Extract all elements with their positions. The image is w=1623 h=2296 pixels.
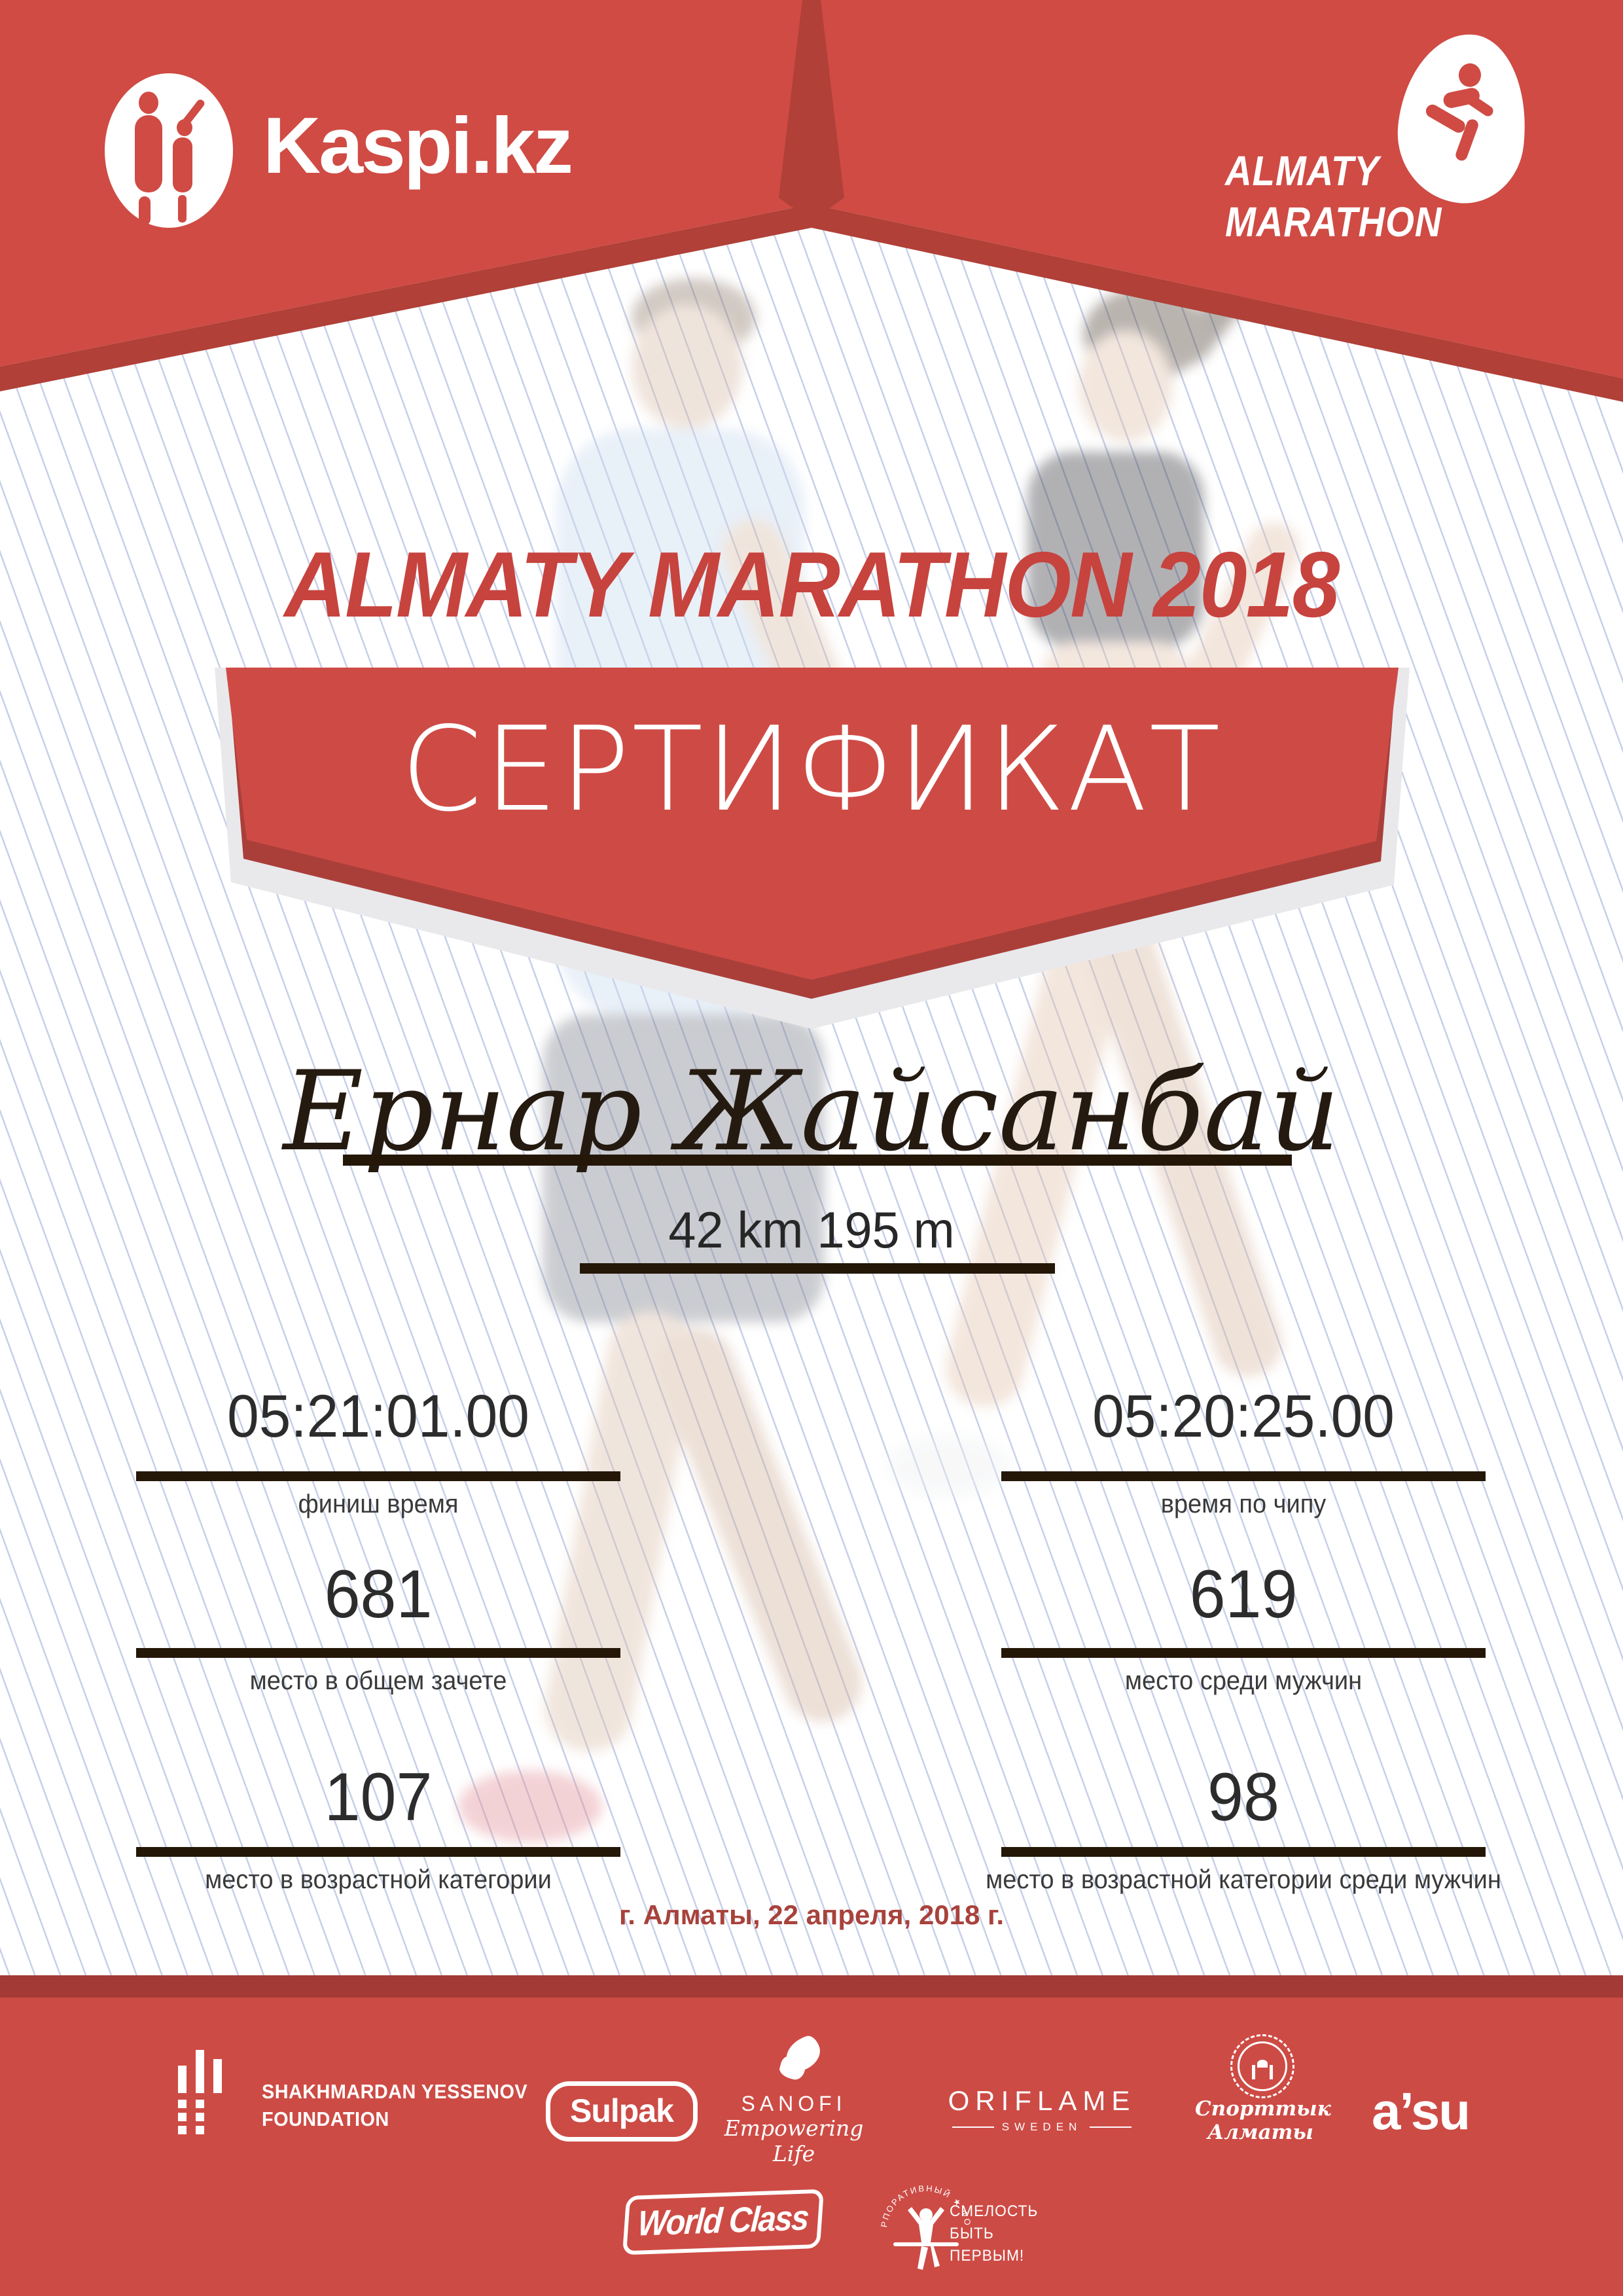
runner-icon-head [1457, 62, 1482, 88]
fund-slogan-line1: СМЕЛОСТЬ [950, 2202, 1039, 2220]
corporate-fund-logo: КОРПОРАТИВНЫЙ ★ ФОНД СМЕЛОСТЬ БЫТЬ ПЕРВЫ… [863, 2166, 1039, 2286]
stat-underline [136, 1847, 620, 1857]
name-underline [343, 1155, 1292, 1166]
distance: 42 km 195 m [668, 1201, 955, 1259]
sport-almaty-emblem-icon [1230, 2034, 1294, 2098]
sulpak-logo-text: Sulpak [570, 2092, 674, 2129]
distance-underline [580, 1263, 1055, 1274]
fund-finish-tape [893, 2242, 959, 2246]
participant-name: Ернар Жайсанбай [283, 1047, 1340, 1175]
almaty-logo-line2: MARATHON [1225, 198, 1442, 245]
fund-runner-head [919, 2208, 933, 2221]
ribbon-front [226, 668, 1399, 980]
world-class-logo: World Class [622, 2189, 825, 2255]
certificate-label: СЕРТИФИКАТ [401, 702, 1222, 837]
oriflame-logo-text: ORIFLAME [948, 2085, 1136, 2116]
certificate-ribbon [215, 668, 1410, 1029]
stat-value: 05:21:01.00 [227, 1383, 529, 1450]
stat-label: место в возрастной категории среди мужчи… [986, 1865, 1501, 1894]
stat-value: 98 [1207, 1759, 1279, 1835]
event-title: ALMATY MARATHON 2018 [284, 533, 1340, 637]
kaspi-logo-text: Kaspi.kz [263, 101, 573, 190]
fund-runner-torso [918, 2220, 934, 2242]
stat-label: место в общем зачете [249, 1666, 507, 1695]
oriflame-country: SWEDEN [1001, 2121, 1082, 2133]
banner-center-spike [779, 0, 844, 221]
footer-top-stripe [0, 1975, 1623, 1998]
sanofi-logo-text: SANOFI [741, 2092, 847, 2115]
fund-runner-leg-right [931, 2245, 940, 2267]
stat-value: 107 [324, 1759, 433, 1835]
stat-label: время по чипу [1160, 1490, 1327, 1518]
stat-finish-time: 05:21:01.00 финиш время [84, 1383, 673, 1518]
banner-fold-strip [0, 204, 1623, 402]
sanofi-tagline: Empowering Life [724, 2115, 864, 2166]
stat-value: 619 [1189, 1556, 1298, 1632]
stat-overall-place: 681 место в общем зачете [84, 1556, 673, 1695]
kaspi-figure-child-body [173, 137, 192, 192]
fund-runner-leg-left [918, 2246, 928, 2270]
stat-value: 681 [324, 1556, 433, 1632]
almaty-logo-line1: ALMATY [1225, 147, 1380, 194]
kaspi-figure-child-arm [179, 98, 206, 130]
kaspi-figure-adult-leg [139, 196, 151, 225]
stat-underline [1001, 1648, 1486, 1658]
stat-label: финиш время [298, 1490, 459, 1518]
sulpak-logo: Sulpak [546, 2081, 698, 2142]
oriflame-dash-right [1090, 2126, 1132, 2128]
stat-label: место в возрастной категории [205, 1865, 552, 1894]
stat-value: 05:20:25.00 [1092, 1383, 1395, 1450]
kaspi-logo-icon [105, 73, 233, 228]
kaspi-figure-adult-body [135, 115, 162, 192]
yessenov-line2: FOUNDATION [262, 2108, 389, 2130]
fund-slogan-line2: БЫТЬ [950, 2225, 994, 2242]
yessenov-foundation-icon [178, 2050, 226, 2134]
sport-almaty-line1: Спорттык [1195, 2097, 1331, 2121]
stat-underline [136, 1471, 620, 1481]
stat-underline [1001, 1471, 1486, 1481]
top-banner [0, 0, 1623, 402]
yessenov-line1: SHAKHMARDAN YESSENOV [262, 2080, 528, 2103]
stat-label: место среди мужчин [1124, 1666, 1363, 1695]
world-class-logo-text: World Class [637, 2198, 810, 2244]
fund-emblem-icon: КОРПОРАТИВНЫЙ ★ ФОНД [863, 2166, 971, 2270]
event-date: г. Алматы, 22 апреля, 2018 г. [619, 1899, 1004, 1930]
stat-age-place: 107 место в возрастной категории [84, 1759, 673, 1894]
stat-chip-time: 05:20:25.00 время по чипу [949, 1383, 1538, 1518]
kaspi-figure-child-leg [178, 195, 187, 223]
stat-men-place: 619 место среди мужчин [949, 1556, 1538, 1695]
oriflame-dash-left [952, 2126, 994, 2128]
stat-underline [136, 1648, 620, 1658]
asu-logo-text: a’su [1372, 2082, 1471, 2140]
kaspi-figure-adult-head [139, 92, 158, 114]
fund-slogan-line3: ПЕРВЫМ! [950, 2247, 1025, 2265]
stat-age-men-place: 98 место в возрастной категории среди му… [949, 1759, 1538, 1894]
runner-icon-front-leg [1423, 102, 1468, 135]
sanofi-bird-icon [777, 2033, 826, 2084]
stat-underline [1001, 1847, 1486, 1857]
oriflame-country-row: SWEDEN [924, 2121, 1160, 2134]
sport-almaty-line2: Алматы [1207, 2121, 1313, 2144]
